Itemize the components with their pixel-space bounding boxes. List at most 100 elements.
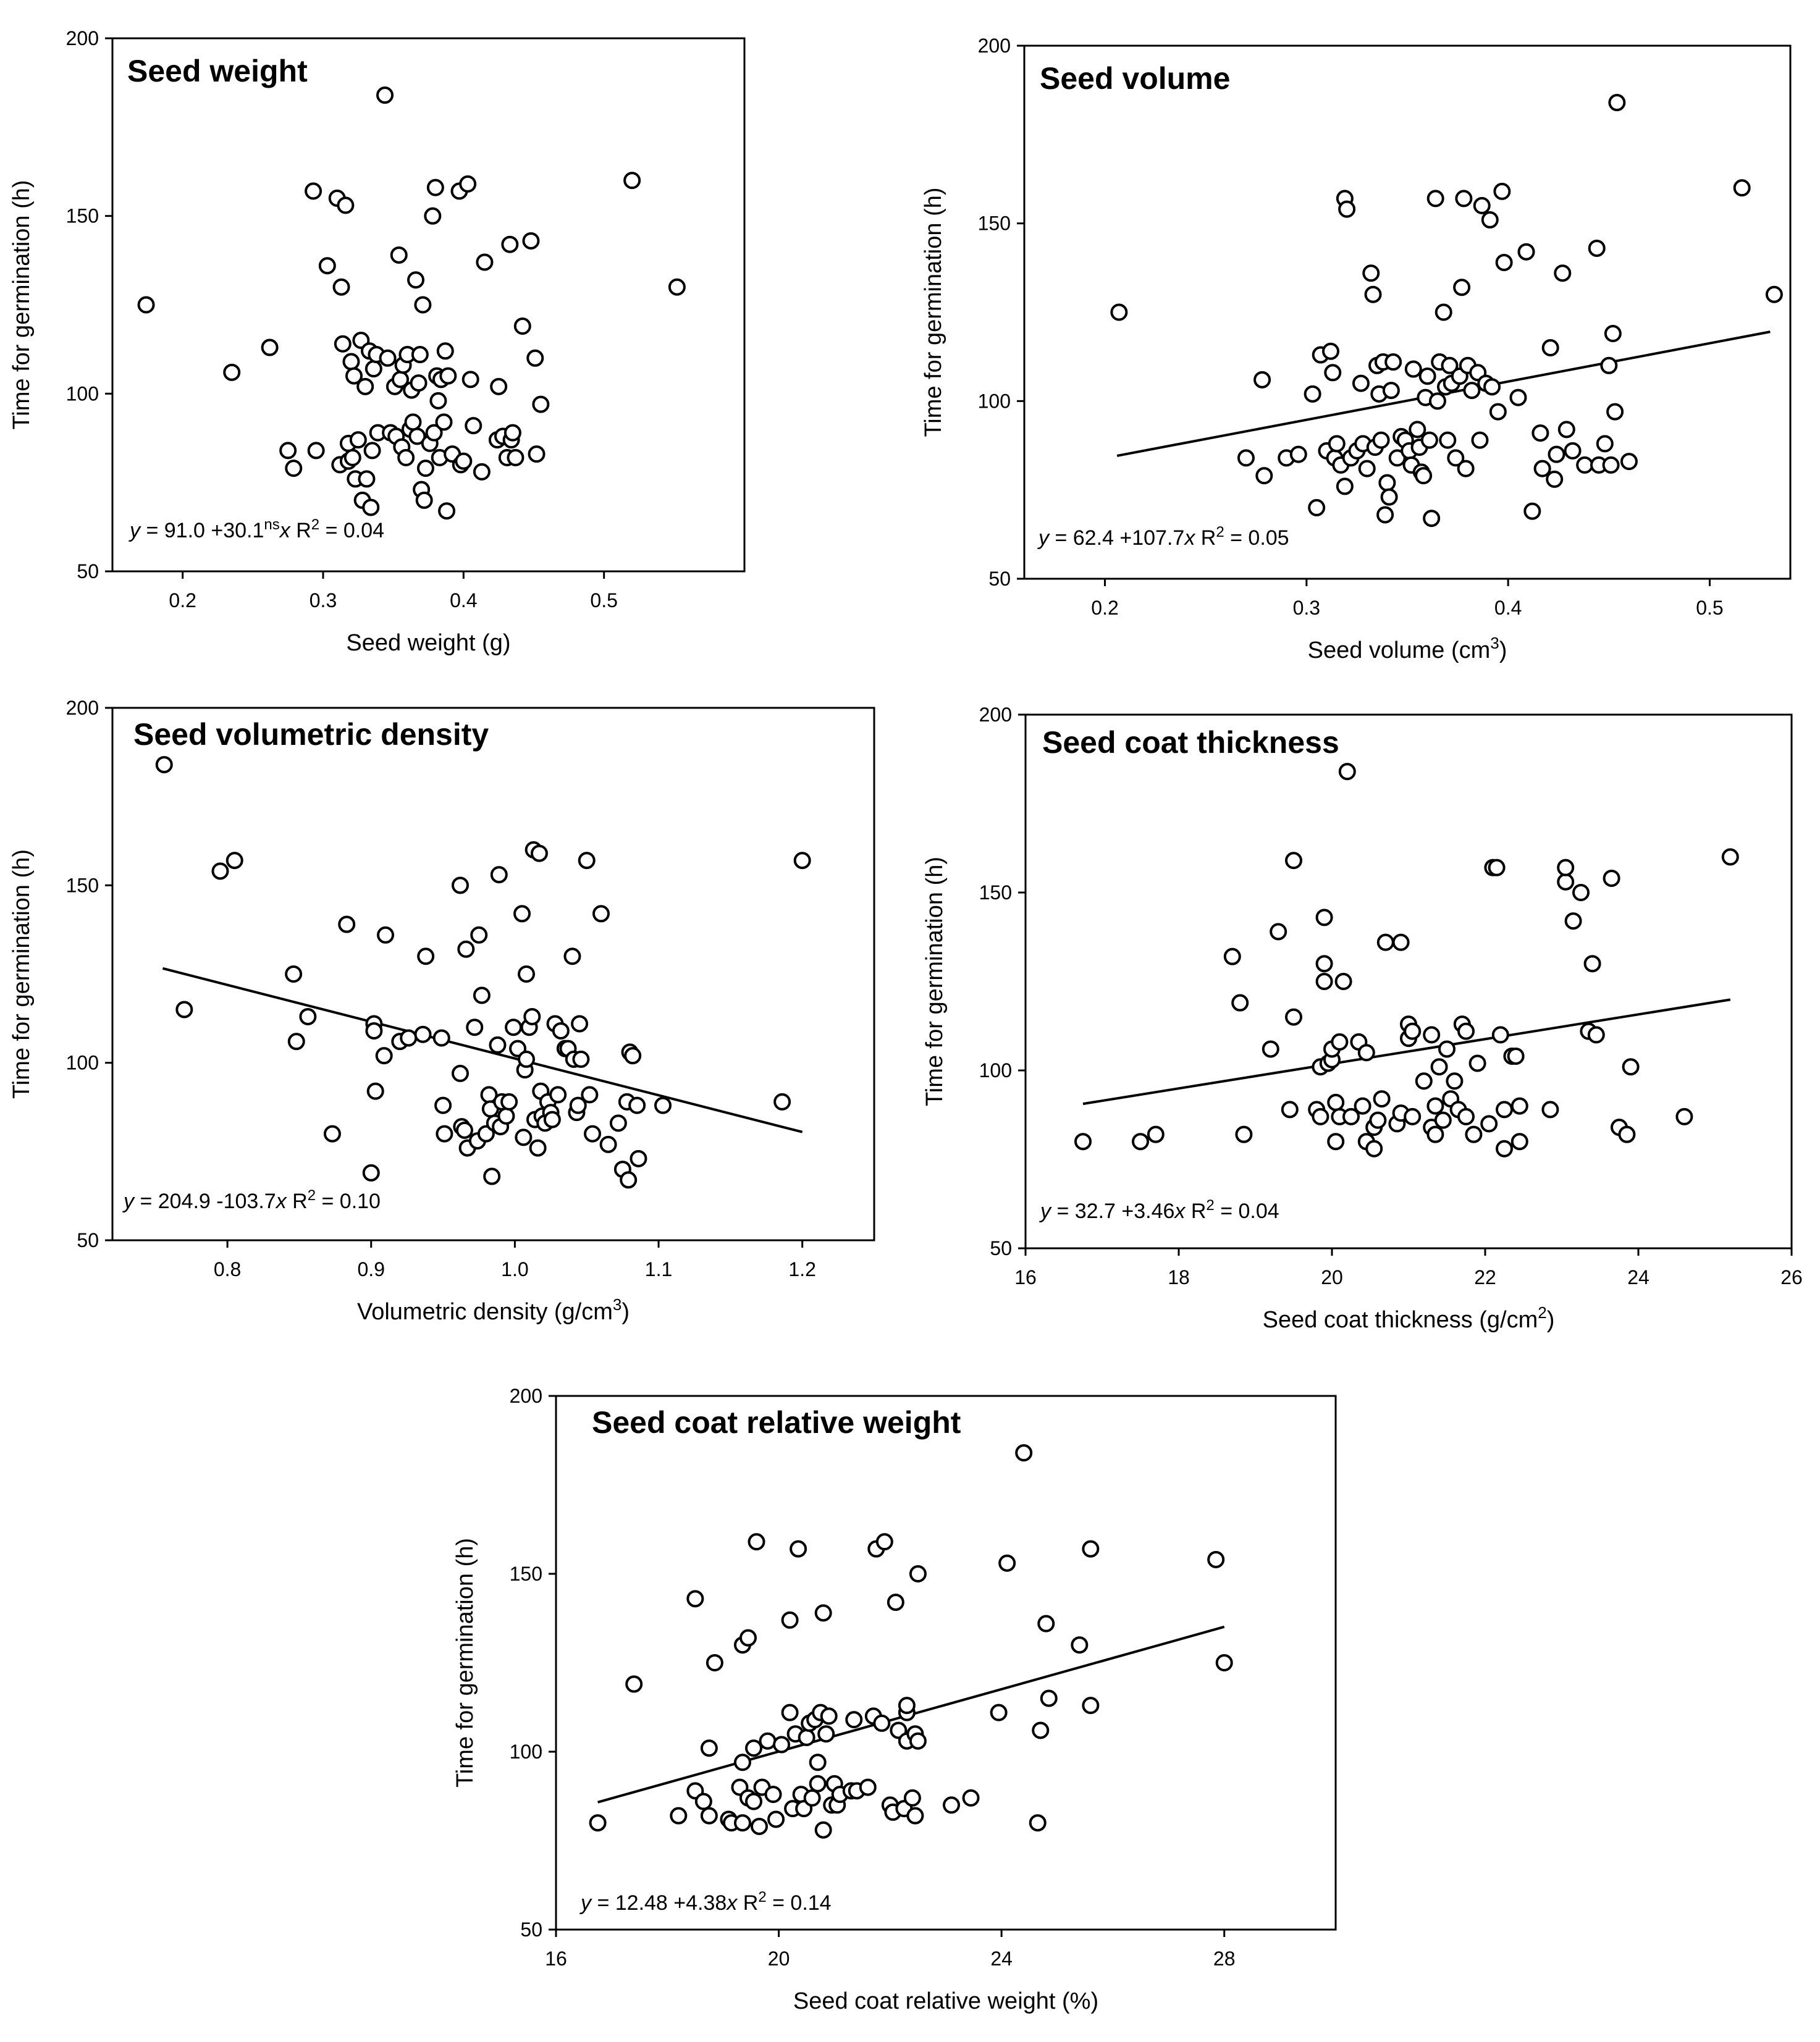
data-point bbox=[1342, 1107, 1360, 1125]
data-point bbox=[1675, 1107, 1693, 1125]
data-point bbox=[500, 1093, 518, 1111]
data-point bbox=[781, 1704, 799, 1721]
data-point bbox=[739, 1629, 757, 1647]
x-axis-label: Seed coat relative weight (%) bbox=[793, 1988, 1098, 2014]
data-point bbox=[1365, 1140, 1383, 1158]
data-point bbox=[1480, 1115, 1498, 1133]
data-point bbox=[1588, 239, 1606, 257]
data-point bbox=[337, 196, 355, 214]
data-point bbox=[1596, 435, 1614, 453]
data-point bbox=[476, 253, 494, 271]
data-point bbox=[751, 1817, 769, 1835]
data-point bbox=[909, 1565, 927, 1582]
data-point bbox=[404, 413, 422, 431]
data-point bbox=[628, 1096, 646, 1114]
data-point bbox=[1071, 1636, 1089, 1654]
data-point bbox=[507, 448, 525, 466]
y-tick-label: 150 bbox=[978, 212, 1011, 235]
x-tick-label: 1.0 bbox=[501, 1258, 528, 1280]
data-point bbox=[745, 1739, 763, 1757]
x-tick-label: 22 bbox=[1474, 1266, 1496, 1288]
data-point bbox=[1207, 1550, 1225, 1568]
data-point bbox=[1517, 243, 1535, 261]
data-point bbox=[362, 498, 380, 516]
data-point bbox=[451, 1064, 469, 1082]
chart-panel-seed-weight: 0.2 0.3 0.4 0.5 50 100 150 200 Seed weight Seed w… bbox=[9, 27, 746, 656]
x-tick-label: 0.2 bbox=[1091, 597, 1118, 619]
data-point bbox=[1372, 431, 1390, 449]
data-point bbox=[532, 395, 550, 413]
data-point bbox=[1315, 973, 1333, 990]
data-point bbox=[362, 1164, 380, 1182]
data-point bbox=[338, 915, 356, 933]
data-point bbox=[1322, 342, 1339, 360]
data-point bbox=[279, 442, 297, 460]
x-tick-label: 16 bbox=[545, 1947, 567, 1970]
data-point bbox=[1253, 371, 1271, 389]
data-point bbox=[375, 1047, 393, 1065]
data-point bbox=[1453, 279, 1471, 296]
data-point bbox=[581, 1086, 599, 1104]
data-point bbox=[429, 392, 447, 410]
x-tick-label: 0.3 bbox=[1293, 597, 1320, 619]
data-point bbox=[1471, 431, 1489, 449]
data-point bbox=[1328, 435, 1346, 453]
data-point bbox=[1441, 356, 1459, 374]
data-point bbox=[1507, 1047, 1525, 1065]
data-point bbox=[773, 1736, 791, 1754]
data-point bbox=[459, 175, 477, 193]
y-tick-label: 50 bbox=[988, 568, 1011, 590]
data-point bbox=[410, 374, 428, 392]
data-point bbox=[1382, 382, 1400, 400]
chart-title: Seed weight bbox=[127, 54, 308, 88]
data-point bbox=[1533, 460, 1551, 477]
y-tick-label: 200 bbox=[66, 697, 99, 719]
data-point bbox=[1572, 884, 1590, 901]
y-tick-label: 200 bbox=[66, 27, 99, 49]
data-point bbox=[225, 852, 243, 870]
data-point bbox=[1132, 1133, 1149, 1151]
data-point bbox=[400, 1029, 418, 1047]
data-point bbox=[211, 862, 229, 880]
data-point bbox=[473, 463, 491, 481]
data-point bbox=[1523, 502, 1541, 520]
data-point bbox=[318, 257, 336, 275]
data-point bbox=[1496, 1140, 1513, 1158]
data-point bbox=[379, 349, 397, 367]
data-point bbox=[489, 1036, 507, 1054]
data-point bbox=[1564, 442, 1582, 460]
data-point bbox=[1620, 453, 1638, 471]
data-point bbox=[1369, 1111, 1387, 1129]
data-point bbox=[767, 1810, 785, 1828]
data-point bbox=[1473, 196, 1491, 214]
data-point bbox=[1496, 1101, 1513, 1119]
data-point bbox=[1336, 477, 1354, 495]
data-point bbox=[1618, 1125, 1636, 1143]
data-point bbox=[377, 926, 395, 944]
data-point bbox=[529, 1139, 547, 1157]
data-point bbox=[1428, 392, 1446, 410]
regression-equation: y = 12.48 +4.38x R2 = 0.14 bbox=[579, 1889, 832, 1915]
data-point bbox=[793, 852, 811, 870]
data-point bbox=[287, 1033, 305, 1051]
data-point bbox=[417, 947, 435, 965]
data-point bbox=[773, 1093, 791, 1111]
data-point bbox=[1404, 1022, 1422, 1040]
data-point bbox=[1468, 1054, 1486, 1072]
data-point bbox=[1327, 1093, 1345, 1111]
data-point bbox=[1457, 1107, 1475, 1125]
data-point bbox=[998, 1554, 1016, 1572]
data-point bbox=[1376, 506, 1394, 524]
data-point bbox=[1338, 200, 1356, 218]
data-point bbox=[334, 335, 352, 353]
data-point bbox=[563, 947, 581, 965]
data-point bbox=[748, 1533, 765, 1551]
x-tick-label: 18 bbox=[1168, 1266, 1190, 1288]
data-point bbox=[434, 1096, 452, 1114]
data-point bbox=[572, 1050, 590, 1068]
data-point bbox=[630, 1149, 647, 1167]
data-point bbox=[624, 1047, 642, 1065]
x-tick-label: 0.5 bbox=[590, 589, 617, 611]
data-point bbox=[1491, 1026, 1509, 1044]
data-point bbox=[1481, 211, 1499, 229]
